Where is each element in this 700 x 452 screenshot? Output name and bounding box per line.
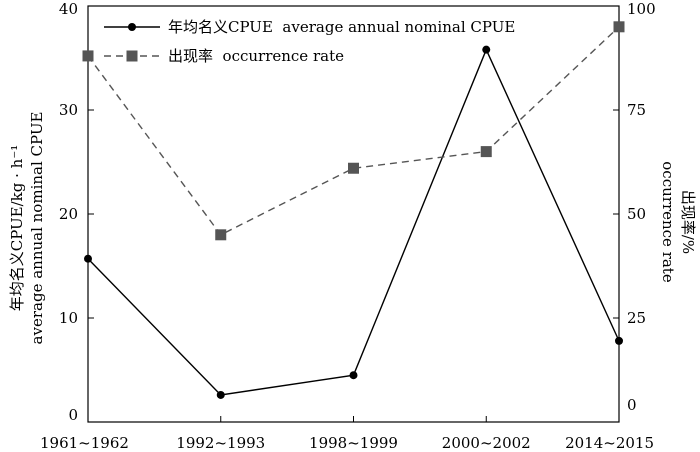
series-2-point — [215, 229, 227, 241]
right-y-tick-label: 100 — [627, 0, 656, 18]
right-y-tick-label: 50 — [627, 205, 646, 223]
legend-label-2: 出现率 occurrence rate — [168, 47, 344, 65]
x-tick-label: 2000~2002 — [442, 434, 531, 452]
series-layer — [82, 21, 625, 399]
right-y-tick-label: 25 — [627, 309, 646, 327]
series-2-point — [348, 162, 359, 174]
plot-frame — [87, 5, 620, 423]
left-y-tick-label: 10 — [59, 309, 78, 327]
series-1-point — [482, 45, 491, 54]
left-axis-label-line1: 年均名义CPUE/kg · h⁻¹ — [8, 145, 26, 312]
right-y-tick-label: 0 — [627, 396, 637, 414]
x-tick-label: 1992~1993 — [176, 434, 265, 452]
left-y-tick-label: 0 — [68, 406, 78, 424]
legend-marker-2 — [126, 50, 138, 62]
series-1-point — [84, 254, 92, 263]
left-axis-label-line2: average annual nominal CPUE — [28, 112, 46, 345]
series-2-point — [480, 146, 492, 158]
legend-label-1: 年均名义CPUE average annual nominal CPUE — [168, 18, 515, 36]
series-1-point — [615, 336, 623, 345]
series-2-point — [613, 21, 625, 33]
left-y-tick-label: 30 — [59, 101, 78, 119]
x-tick-label: 2014~2015 — [565, 434, 654, 452]
series-1-point — [349, 371, 358, 380]
x-tick-label: 1998~1999 — [309, 434, 398, 452]
legend-marker-1 — [128, 23, 136, 31]
axis-ticks: 1961~1962 1992~1993 1998~1999 2000~2002 2014… — [40, 0, 656, 452]
series-2-point — [82, 50, 94, 62]
right-axis-label-line1: 出现率/% — [679, 190, 697, 254]
legend: 年均名义CPUE average annual nominal CPUE 出现率 … — [104, 18, 515, 65]
left-y-tick-label: 20 — [59, 205, 78, 223]
plot-border — [87, 5, 620, 423]
right-y-tick-label: 75 — [627, 101, 646, 119]
series-1-point — [216, 390, 225, 399]
right-axis-label-line2: occurrence rate — [659, 161, 677, 283]
series-line-2 — [87, 26, 620, 236]
left-y-tick-label: 40 — [59, 0, 78, 18]
x-tick-label: 1961~1962 — [40, 434, 129, 452]
